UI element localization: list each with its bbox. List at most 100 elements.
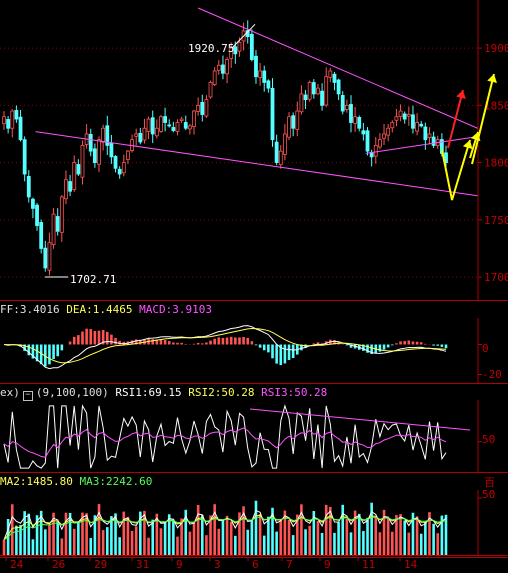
- candle-body: [378, 139, 382, 148]
- volume-bar: [295, 514, 299, 555]
- volume-bar: [56, 521, 60, 555]
- candle-body: [167, 124, 172, 127]
- yellow-arrow-1-head: [462, 140, 473, 150]
- macd-value-label: MACD:3.9103: [139, 303, 212, 316]
- x-axis-label: 11: [362, 558, 375, 571]
- candle-body: [303, 94, 308, 101]
- volume-bar: [370, 502, 373, 555]
- volume-bar: [374, 517, 378, 555]
- candle-body: [175, 122, 180, 132]
- candle-body: [344, 104, 349, 110]
- trendline: [35, 131, 478, 197]
- vol-ma3-label: MA3:2242.60: [79, 475, 153, 488]
- candle-body: [18, 116, 23, 141]
- candle-body: [68, 181, 72, 192]
- volume-bar: [77, 521, 80, 555]
- volume-bar: [378, 532, 382, 555]
- candle-body: [398, 110, 403, 117]
- candle-body: [282, 133, 287, 155]
- x-axis-label: 29: [94, 558, 107, 571]
- volume-bar: [341, 504, 345, 555]
- candle-body: [394, 116, 399, 121]
- candle-body: [121, 162, 126, 174]
- volume-bar: [209, 515, 212, 555]
- candle-body: [76, 164, 81, 175]
- macd-dea-line: [3, 327, 447, 364]
- yellow-arrow-3: [471, 73, 495, 165]
- vol-unit-label: 百: [484, 476, 495, 489]
- volume-bar: [238, 512, 241, 555]
- volume-bar: [64, 512, 68, 555]
- volume-bar: [48, 525, 51, 555]
- volume-bar: [188, 531, 192, 555]
- volume-bar: [176, 536, 179, 555]
- volume-bar: [291, 535, 295, 555]
- candle-body: [138, 132, 143, 143]
- candle-body: [274, 141, 279, 163]
- candle-body: [159, 116, 163, 132]
- candle-body: [51, 213, 56, 245]
- collapse-icon[interactable]: −: [22, 391, 33, 401]
- candle-body: [254, 55, 258, 78]
- volume-bar: [147, 537, 150, 555]
- volume-bar: [432, 523, 435, 555]
- x-axis-label: 9: [324, 558, 331, 571]
- candle-body: [187, 125, 192, 130]
- volume-bar: [444, 514, 448, 555]
- volume-bar: [308, 525, 311, 555]
- candle-body: [258, 70, 263, 78]
- candle-body: [183, 122, 188, 129]
- candle-body: [22, 139, 27, 175]
- volume-bar: [163, 522, 167, 555]
- volume-bar: [353, 510, 357, 555]
- rsi-average-line: [3, 427, 447, 458]
- candle-body: [423, 126, 428, 141]
- volume-bar: [213, 504, 216, 555]
- x-axis-label: 24: [10, 558, 24, 571]
- volume-bar: [316, 520, 320, 555]
- candle-body: [208, 82, 213, 98]
- candle-body: [59, 196, 64, 233]
- candle-body: [237, 41, 242, 52]
- candle-body: [126, 150, 130, 160]
- vol-ytick-50: 50: [482, 488, 495, 501]
- x-axis-label: 26: [52, 558, 65, 571]
- candle-body: [31, 198, 35, 209]
- volume-bar: [134, 526, 138, 555]
- candle-body: [357, 116, 362, 129]
- volume-bar: [52, 512, 55, 555]
- volume-bar: [180, 518, 183, 555]
- candle-body: [113, 156, 118, 169]
- x-axis-label: 31: [136, 558, 149, 571]
- volume-bar: [399, 514, 402, 555]
- candle-body: [406, 114, 411, 117]
- candle-body: [390, 122, 395, 129]
- volume-bar: [279, 518, 283, 555]
- macd-dif-label: FF:3.4016: [0, 303, 60, 316]
- candle-body: [10, 110, 15, 129]
- volume-bar: [320, 532, 324, 555]
- volume-bar: [324, 504, 328, 555]
- volume-bar: [271, 507, 274, 555]
- volume-bar: [118, 537, 121, 555]
- volume-bar: [424, 521, 427, 555]
- volume-bar: [44, 529, 47, 555]
- volume-bar: [184, 509, 188, 555]
- candle-body: [287, 116, 291, 138]
- candle-body: [427, 133, 432, 138]
- volume-bar: [35, 515, 39, 555]
- volume-bar: [246, 529, 250, 555]
- yellow-arrow-1: [441, 139, 471, 201]
- volume-bar: [250, 519, 254, 555]
- candle-body: [324, 76, 329, 106]
- candle-body: [402, 113, 407, 120]
- macd-dea-label: DEA:1.4465: [66, 303, 133, 316]
- red-up-arrow: [447, 89, 464, 149]
- trendline: [365, 136, 473, 154]
- candle-body: [43, 247, 48, 269]
- candle-body: [225, 59, 229, 75]
- volume-bar: [357, 513, 361, 555]
- candle-body: [150, 117, 155, 135]
- macd-ytick-neg20: -20: [482, 368, 502, 381]
